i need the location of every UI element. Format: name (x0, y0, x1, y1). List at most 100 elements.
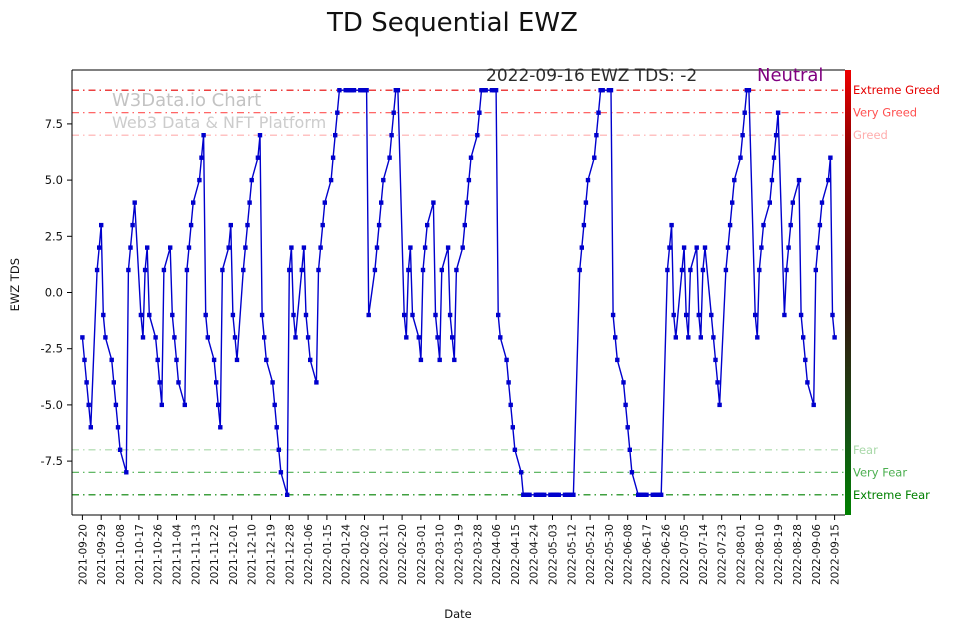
data-point-marker (230, 312, 236, 318)
data-point-marker (592, 155, 597, 160)
data-point-marker (673, 335, 678, 340)
data-point-marker (247, 200, 252, 205)
data-point-marker (299, 267, 304, 273)
x-tick-label: 2021-11-13 (190, 524, 202, 585)
x-tick-label: 2022-04-06 (491, 524, 503, 585)
threshold-label-fear: Fear (853, 443, 878, 457)
data-point-marker (172, 335, 177, 340)
data-point-marker (320, 222, 325, 228)
x-tick-label: 2021-09-29 (96, 524, 108, 585)
data-point-marker (684, 312, 689, 318)
data-point-marker (694, 245, 699, 250)
x-tick-label: 2022-05-12 (566, 524, 578, 585)
data-point-marker (447, 312, 453, 318)
data-point-marker (757, 267, 762, 273)
data-point-marker (109, 357, 114, 363)
data-point-marker (243, 245, 248, 250)
data-point-marker (713, 357, 718, 363)
annotation-sentiment: Neutral (757, 65, 824, 86)
data-point-marker (410, 312, 415, 318)
data-point-marker (147, 312, 152, 318)
data-point-marker (464, 200, 470, 205)
watermark-line2: Web3 Data & NFT Platform (112, 113, 327, 132)
data-point-marker (556, 492, 561, 497)
data-point-marker (422, 245, 428, 250)
data-point-marker (579, 245, 584, 250)
x-tick-label: 2022-03-10 (435, 524, 447, 585)
data-point-marker (416, 335, 421, 340)
data-point-marker (226, 245, 231, 250)
x-tick-label: 2022-09-15 (830, 524, 842, 585)
data-point-marker (176, 380, 181, 385)
data-point-marker (80, 335, 85, 340)
x-tick-label: 2022-06-26 (660, 524, 672, 585)
data-point-marker (755, 335, 760, 340)
data-point-marker (679, 267, 685, 273)
data-point-marker (305, 335, 311, 340)
data-point-marker (832, 335, 837, 340)
x-tick-label: 2021-10-26 (153, 524, 165, 585)
data-point-marker (285, 492, 290, 497)
data-point-marker (272, 402, 277, 408)
data-point-marker (255, 155, 261, 160)
data-point-marker (103, 335, 108, 340)
data-point-marker (730, 200, 735, 205)
data-point-marker (711, 335, 716, 340)
data-point-marker (542, 492, 547, 497)
data-point-marker (669, 222, 674, 228)
data-point-marker (84, 380, 89, 385)
data-point-marker (504, 357, 509, 363)
data-point-marker (391, 110, 396, 115)
data-point-marker (775, 110, 781, 115)
x-tick-label: 2022-06-08 (623, 524, 635, 585)
data-point-marker (218, 425, 223, 430)
data-point-marker (613, 335, 618, 340)
data-point-marker (519, 470, 524, 475)
x-tick-label: 2021-10-17 (134, 524, 146, 585)
threshold-label-greed: Greed (853, 128, 888, 142)
x-tick-label: 2022-04-15 (510, 524, 522, 585)
data-point-marker (291, 312, 296, 318)
y-tick-label: -2.5 (41, 342, 63, 356)
data-point-marker (506, 380, 511, 385)
data-point-marker (402, 312, 407, 318)
x-tick-label: 2022-07-05 (679, 524, 691, 585)
data-point-marker (97, 245, 102, 250)
x-tick-label: 2022-04-24 (529, 524, 541, 585)
data-point-marker (191, 200, 196, 205)
data-point-marker (445, 245, 451, 250)
data-point-marker (130, 222, 135, 228)
data-point-marker (316, 267, 321, 273)
data-point-marker (782, 312, 787, 318)
data-point-marker (498, 335, 503, 340)
data-point-marker (155, 357, 160, 363)
data-point-marker (732, 177, 737, 183)
data-point-marker (761, 222, 766, 228)
data-point-marker (696, 312, 701, 318)
data-point-marker (188, 222, 194, 228)
data-point-marker (249, 177, 254, 183)
x-tick-label: 2021-12-10 (247, 524, 259, 585)
data-point-marker (709, 312, 714, 318)
data-point-marker (702, 245, 708, 250)
data-point-marker (366, 312, 371, 318)
data-point-marker (168, 245, 173, 250)
data-point-marker (241, 267, 246, 273)
data-point-marker (153, 335, 158, 340)
data-point-marker (527, 492, 532, 497)
data-point-marker (790, 200, 795, 205)
y-tick-label: 2.5 (45, 229, 63, 243)
data-point-marker (170, 312, 175, 318)
data-point-marker (437, 357, 442, 363)
data-point-marker (381, 177, 386, 183)
data-point-marker (468, 155, 474, 160)
annotation-latest-tds: 2022-09-16 EWZ TDS: -2 (486, 66, 698, 86)
data-point-marker (813, 267, 818, 273)
x-tick-label: 2022-03-28 (472, 524, 484, 585)
data-point-marker (262, 335, 267, 340)
data-point-marker (203, 312, 208, 318)
data-point-marker (145, 245, 150, 250)
watermark-line1: W3Data.io Chart (112, 90, 262, 111)
data-point-marker (725, 245, 731, 250)
